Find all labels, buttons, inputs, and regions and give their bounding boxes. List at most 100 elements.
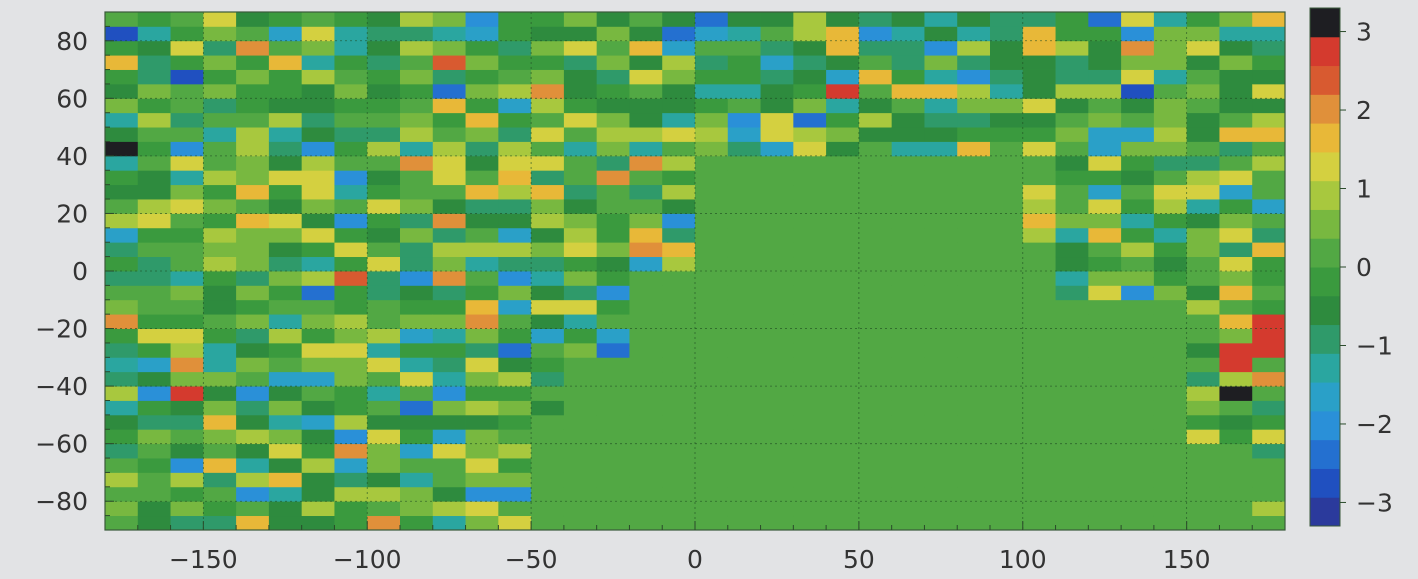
heatmap-cell: [1022, 199, 1056, 214]
heatmap-cell: [858, 83, 893, 99]
heatmap-cell: [891, 242, 925, 258]
heatmap-cell: [1022, 40, 1056, 56]
heatmap-cell: [662, 299, 696, 315]
heatmap-cell: [465, 69, 499, 85]
heatmap-cell: [170, 184, 204, 200]
heatmap-cell: [563, 414, 598, 430]
heatmap-cell: [367, 40, 401, 56]
heatmap-cell: [400, 127, 434, 142]
heatmap-cell: [695, 429, 729, 445]
heatmap-cell: [268, 69, 303, 85]
heatmap-cell: [1055, 40, 1089, 56]
heatmap-cell: [891, 271, 925, 286]
heatmap-cell: [596, 299, 630, 315]
heatmap-cell: [1153, 98, 1188, 114]
heatmap-cell: [531, 458, 565, 473]
heatmap-cell: [1088, 443, 1122, 459]
heatmap-cell: [596, 285, 630, 301]
heatmap-cell: [105, 83, 139, 99]
heatmap-cell: [891, 515, 925, 531]
heatmap-cell: [891, 40, 925, 56]
heatmap-cell: [203, 501, 237, 517]
heatmap-cell: [793, 141, 827, 157]
heatmap-cell: [957, 501, 991, 517]
heatmap-cell: [498, 55, 532, 70]
heatmap-cell: [1121, 400, 1155, 416]
heatmap-cell: [432, 271, 466, 286]
colorbar-tick-label: −1: [1356, 331, 1393, 360]
heatmap-cell: [826, 357, 860, 373]
heatmap-cell: [498, 271, 532, 286]
heatmap-cell: [105, 55, 139, 70]
heatmap-cell: [596, 55, 630, 70]
heatmap-cell: [1121, 184, 1155, 200]
heatmap-cell: [826, 12, 860, 27]
heatmap-cell: [957, 256, 991, 272]
x-tick-label: 50: [843, 545, 875, 574]
heatmap-cell: [1121, 342, 1155, 358]
heatmap-cell: [334, 299, 368, 315]
heatmap-cell: [891, 184, 925, 200]
heatmap-cell: [629, 170, 663, 186]
heatmap-cell: [727, 112, 761, 128]
heatmap-cell: [760, 501, 794, 517]
heatmap-cell: [531, 213, 565, 229]
heatmap-cell: [957, 314, 991, 329]
heatmap-cell: [1088, 127, 1122, 142]
heatmap-cell: [858, 155, 893, 171]
heatmap-cell: [727, 98, 761, 114]
heatmap-cell: [465, 414, 499, 430]
heatmap-cell: [334, 371, 368, 387]
heatmap-cell: [400, 486, 434, 502]
heatmap-cell: [498, 400, 532, 416]
heatmap-cell: [432, 400, 466, 416]
heatmap-cell: [924, 69, 958, 85]
heatmap-cell: [367, 12, 401, 27]
heatmap-cell: [236, 285, 270, 301]
heatmap-cell: [1219, 429, 1253, 445]
heatmap-cell: [1055, 227, 1089, 243]
heatmap-cell: [793, 400, 827, 416]
heatmap-cell: [924, 55, 958, 70]
heatmap-cell: [793, 184, 827, 200]
heatmap-cell: [695, 386, 729, 401]
heatmap-cell: [1022, 328, 1056, 344]
heatmap-cell: [695, 199, 729, 214]
heatmap-cell: [1055, 242, 1089, 258]
heatmap-cell: [531, 285, 565, 301]
heatmap-cell: [203, 69, 237, 85]
heatmap-cell: [531, 314, 565, 329]
heatmap-cell: [793, 227, 827, 243]
heatmap-cell: [432, 141, 466, 157]
heatmap-cell: [924, 515, 958, 531]
heatmap-cell: [695, 12, 729, 27]
heatmap-cell: [498, 371, 532, 387]
heatmap-cell: [334, 386, 368, 401]
heatmap-cell: [1121, 83, 1155, 99]
heatmap-cell: [662, 83, 696, 99]
heatmap-cell: [334, 314, 368, 329]
heatmap-cell: [137, 515, 171, 531]
heatmap-cell: [465, 472, 499, 488]
heatmap-cell: [268, 213, 303, 229]
heatmap-cell: [268, 83, 303, 99]
heatmap-cell: [596, 98, 630, 114]
heatmap-cell: [662, 328, 696, 344]
heatmap-cell: [1186, 299, 1220, 315]
heatmap-cell: [891, 112, 925, 128]
heatmap-cell: [1088, 386, 1122, 401]
heatmap-cell: [236, 69, 270, 85]
heatmap-cell: [1252, 256, 1286, 272]
heatmap-cell: [760, 414, 794, 430]
heatmap-cell: [1055, 213, 1089, 229]
heatmap-cell: [334, 242, 368, 258]
heatmap-cell: [695, 342, 729, 358]
heatmap-cell: [1022, 342, 1056, 358]
heatmap-cell: [1055, 55, 1089, 70]
y-tick-label: 80: [56, 27, 88, 56]
heatmap-cell: [629, 271, 663, 286]
heatmap-cell: [498, 170, 532, 186]
heatmap-cell: [170, 515, 204, 531]
heatmap-cell: [924, 98, 958, 114]
heatmap-cell: [1055, 112, 1089, 128]
